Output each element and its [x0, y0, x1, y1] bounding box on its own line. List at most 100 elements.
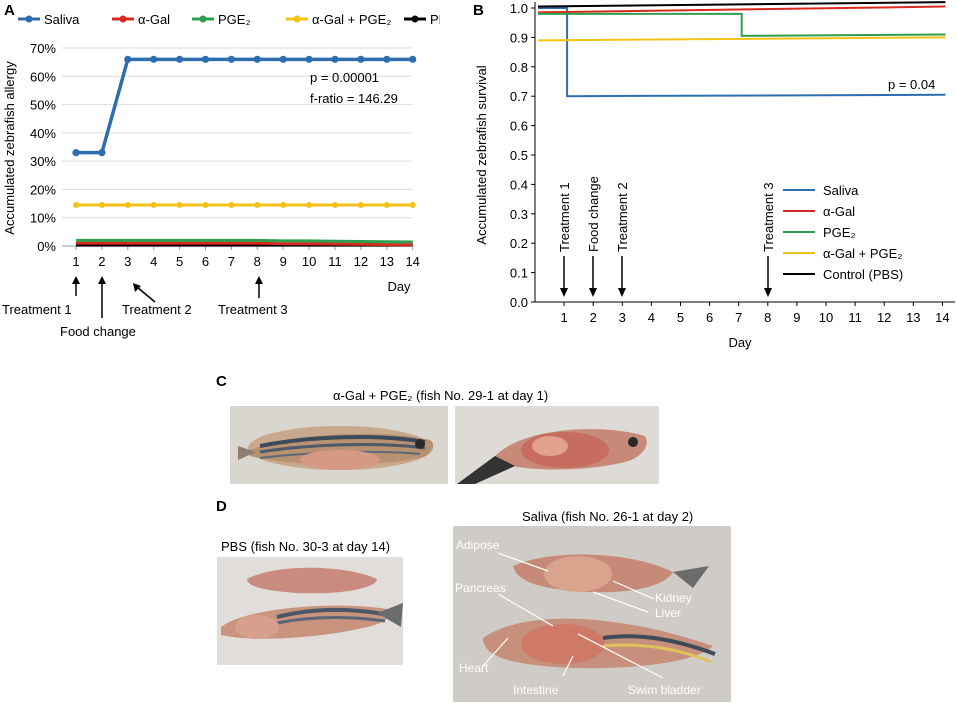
chart-b-foodchange: Food change	[586, 176, 601, 252]
chart-b-ytick: 0.9	[510, 30, 528, 45]
chart-a-ytick: 30%	[30, 154, 56, 169]
label-heart: Heart	[459, 661, 489, 675]
label-swim-bladder: Swim bladder	[628, 683, 701, 697]
chart-b-ytick: 0.4	[510, 177, 528, 192]
chart-a-ylabel: Accumulated zebrafish allergy	[2, 61, 17, 235]
chart-a-point	[124, 55, 132, 63]
chart-a-treatment3: Treatment 3	[218, 302, 288, 317]
panel-d-left-title: PBS (fish No. 30-3 at day 14)	[221, 539, 391, 554]
chart-b-xtick: 4	[648, 310, 655, 325]
chart-b-legend: Saliva α-Gal PGE₂ α-Gal + PGE₂ Control (PBS)	[783, 183, 903, 282]
chart-a-point	[227, 55, 235, 63]
chart-b-xtick: 8	[764, 310, 771, 325]
chart-a-treatment1: Treatment 1	[2, 302, 72, 317]
chart-a-xtick: 14	[405, 254, 419, 269]
chart-a-point	[72, 149, 80, 157]
chart-b-xtick: 1	[560, 310, 567, 325]
chart-a-point	[73, 201, 79, 208]
chart-b-xtick: 3	[619, 310, 626, 325]
chart-a-point	[98, 149, 106, 157]
chart-a-point	[98, 201, 105, 208]
chart-a-point	[201, 55, 210, 63]
chart-b-ytick: 1.0	[510, 1, 528, 16]
chart-a-point	[383, 55, 391, 63]
chart-a-series-line	[76, 238, 413, 244]
chart-b-series-line	[538, 7, 946, 98]
chart-b-xtick: 10	[819, 310, 833, 325]
panel-d-right-title: Saliva (fish No. 26-1 at day 2)	[522, 509, 694, 524]
chart-a-xtick: 3	[124, 254, 131, 269]
chart-a-point	[383, 201, 390, 208]
chart-a-point	[409, 201, 416, 208]
chart-b-xlabel: Day	[728, 335, 752, 350]
chart-b-xtick: 7	[735, 310, 742, 325]
chart-b-ytick: 0.5	[510, 148, 528, 163]
chart-a-point	[409, 55, 417, 63]
chart-a-legend-label: PBS	[430, 12, 440, 27]
label-liver: Liver	[655, 606, 681, 620]
chart-b-legend-label: PGE₂	[823, 225, 856, 240]
chart-b-ytick: 0.0	[510, 295, 528, 310]
chart-a-ytick: 0%	[37, 239, 56, 254]
chart-a-point	[357, 55, 365, 63]
chart-b-series-line	[537, 5, 946, 14]
chart-b-xtick: 11	[848, 310, 862, 325]
chart-a-legend-label: α-Gal	[138, 12, 170, 27]
chart-b-series-line	[537, 1, 946, 8]
chart-b-pvalue: p = 0.04	[888, 77, 935, 92]
chart-a-legend-label: α-Gal + PGE₂	[312, 12, 391, 27]
chart-a-legend-label: PGE₂	[218, 12, 251, 27]
chart-a-ytick: 10%	[30, 211, 56, 226]
chart-a-point	[228, 201, 235, 208]
chart-b-treatment1: Treatment 1	[557, 182, 572, 252]
chart-a-point	[332, 201, 338, 208]
chart-b-xtick: 5	[677, 310, 684, 325]
chart-a-xtick: 6	[202, 254, 209, 269]
chart-a-foodchange: Food change	[60, 324, 136, 339]
chart-b-ytick: 0.8	[510, 60, 528, 75]
chart-a-xtick: 12	[354, 254, 368, 269]
chart-b-xtick: 2	[590, 310, 597, 325]
panel-b-letter: B	[473, 2, 484, 19]
chart-a-xtick: 13	[380, 254, 394, 269]
chart-a-xtick: 8	[254, 254, 261, 269]
panel-a-letter: A	[4, 2, 15, 19]
label-pancreas: Pancreas	[455, 581, 506, 595]
chart-a-series-line	[76, 57, 413, 155]
chart-a-ytick: 40%	[30, 126, 56, 141]
chart-a-xtick: 2	[98, 254, 105, 269]
chart-b-ytick: 0.1	[510, 266, 528, 281]
fish-photo-d-left	[217, 557, 403, 665]
chart-a-treatment2: Treatment 2	[122, 302, 192, 317]
chart-b-xtick: 12	[877, 310, 891, 325]
label-kidney: Kidney	[655, 591, 692, 605]
chart-a-point	[331, 55, 339, 63]
chart-b-ytick: 0.3	[510, 207, 528, 222]
chart-a-point	[253, 55, 261, 63]
fish-photo-d-right: Adipose Pancreas Kidney Liver Heart Inte…	[453, 526, 731, 702]
chart-a-xtick: 1	[72, 254, 79, 269]
label-adipose: Adipose	[456, 538, 500, 552]
chart-a-pvalue: p = 0.00001	[310, 70, 379, 85]
chart-b-legend-label: Saliva	[823, 183, 859, 198]
chart-a-ytick: 60%	[30, 69, 56, 84]
fish-photo-c-right	[455, 406, 659, 484]
fish-photo-c-left	[230, 406, 448, 484]
chart-a-legend: Saliva α-Gal PGE₂ α-Gal + PGE₂ PBS	[18, 12, 440, 27]
chart-a-point	[202, 201, 209, 208]
chart-a-ytick: 70%	[30, 41, 56, 56]
chart-b-legend-label: α-Gal + PGE₂	[823, 246, 902, 261]
panel-c-title: α-Gal + PGE₂ (fish No. 29-1 at day 1)	[333, 388, 549, 403]
chart-b-ytick: 0.6	[510, 119, 528, 134]
chart-a-xlabel: Day	[387, 279, 411, 294]
chart-b-xtick: 14	[935, 310, 949, 325]
chart-a-series-line	[76, 241, 413, 247]
chart-a-point	[176, 55, 184, 63]
chart-b-xtick: 9	[793, 310, 800, 325]
chart-a-point	[254, 201, 261, 208]
chart-a-xtick: 4	[150, 254, 157, 269]
chart-b-ylabel: Accumulated zebrafish survival	[474, 65, 489, 244]
chart-a-xtick: 5	[176, 254, 183, 269]
chart-b: 0.00.10.20.30.40.50.60.70.80.91.01 2 3 4 5 6 7…	[474, 1, 955, 350]
chart-a-xtick: 11	[328, 254, 342, 269]
